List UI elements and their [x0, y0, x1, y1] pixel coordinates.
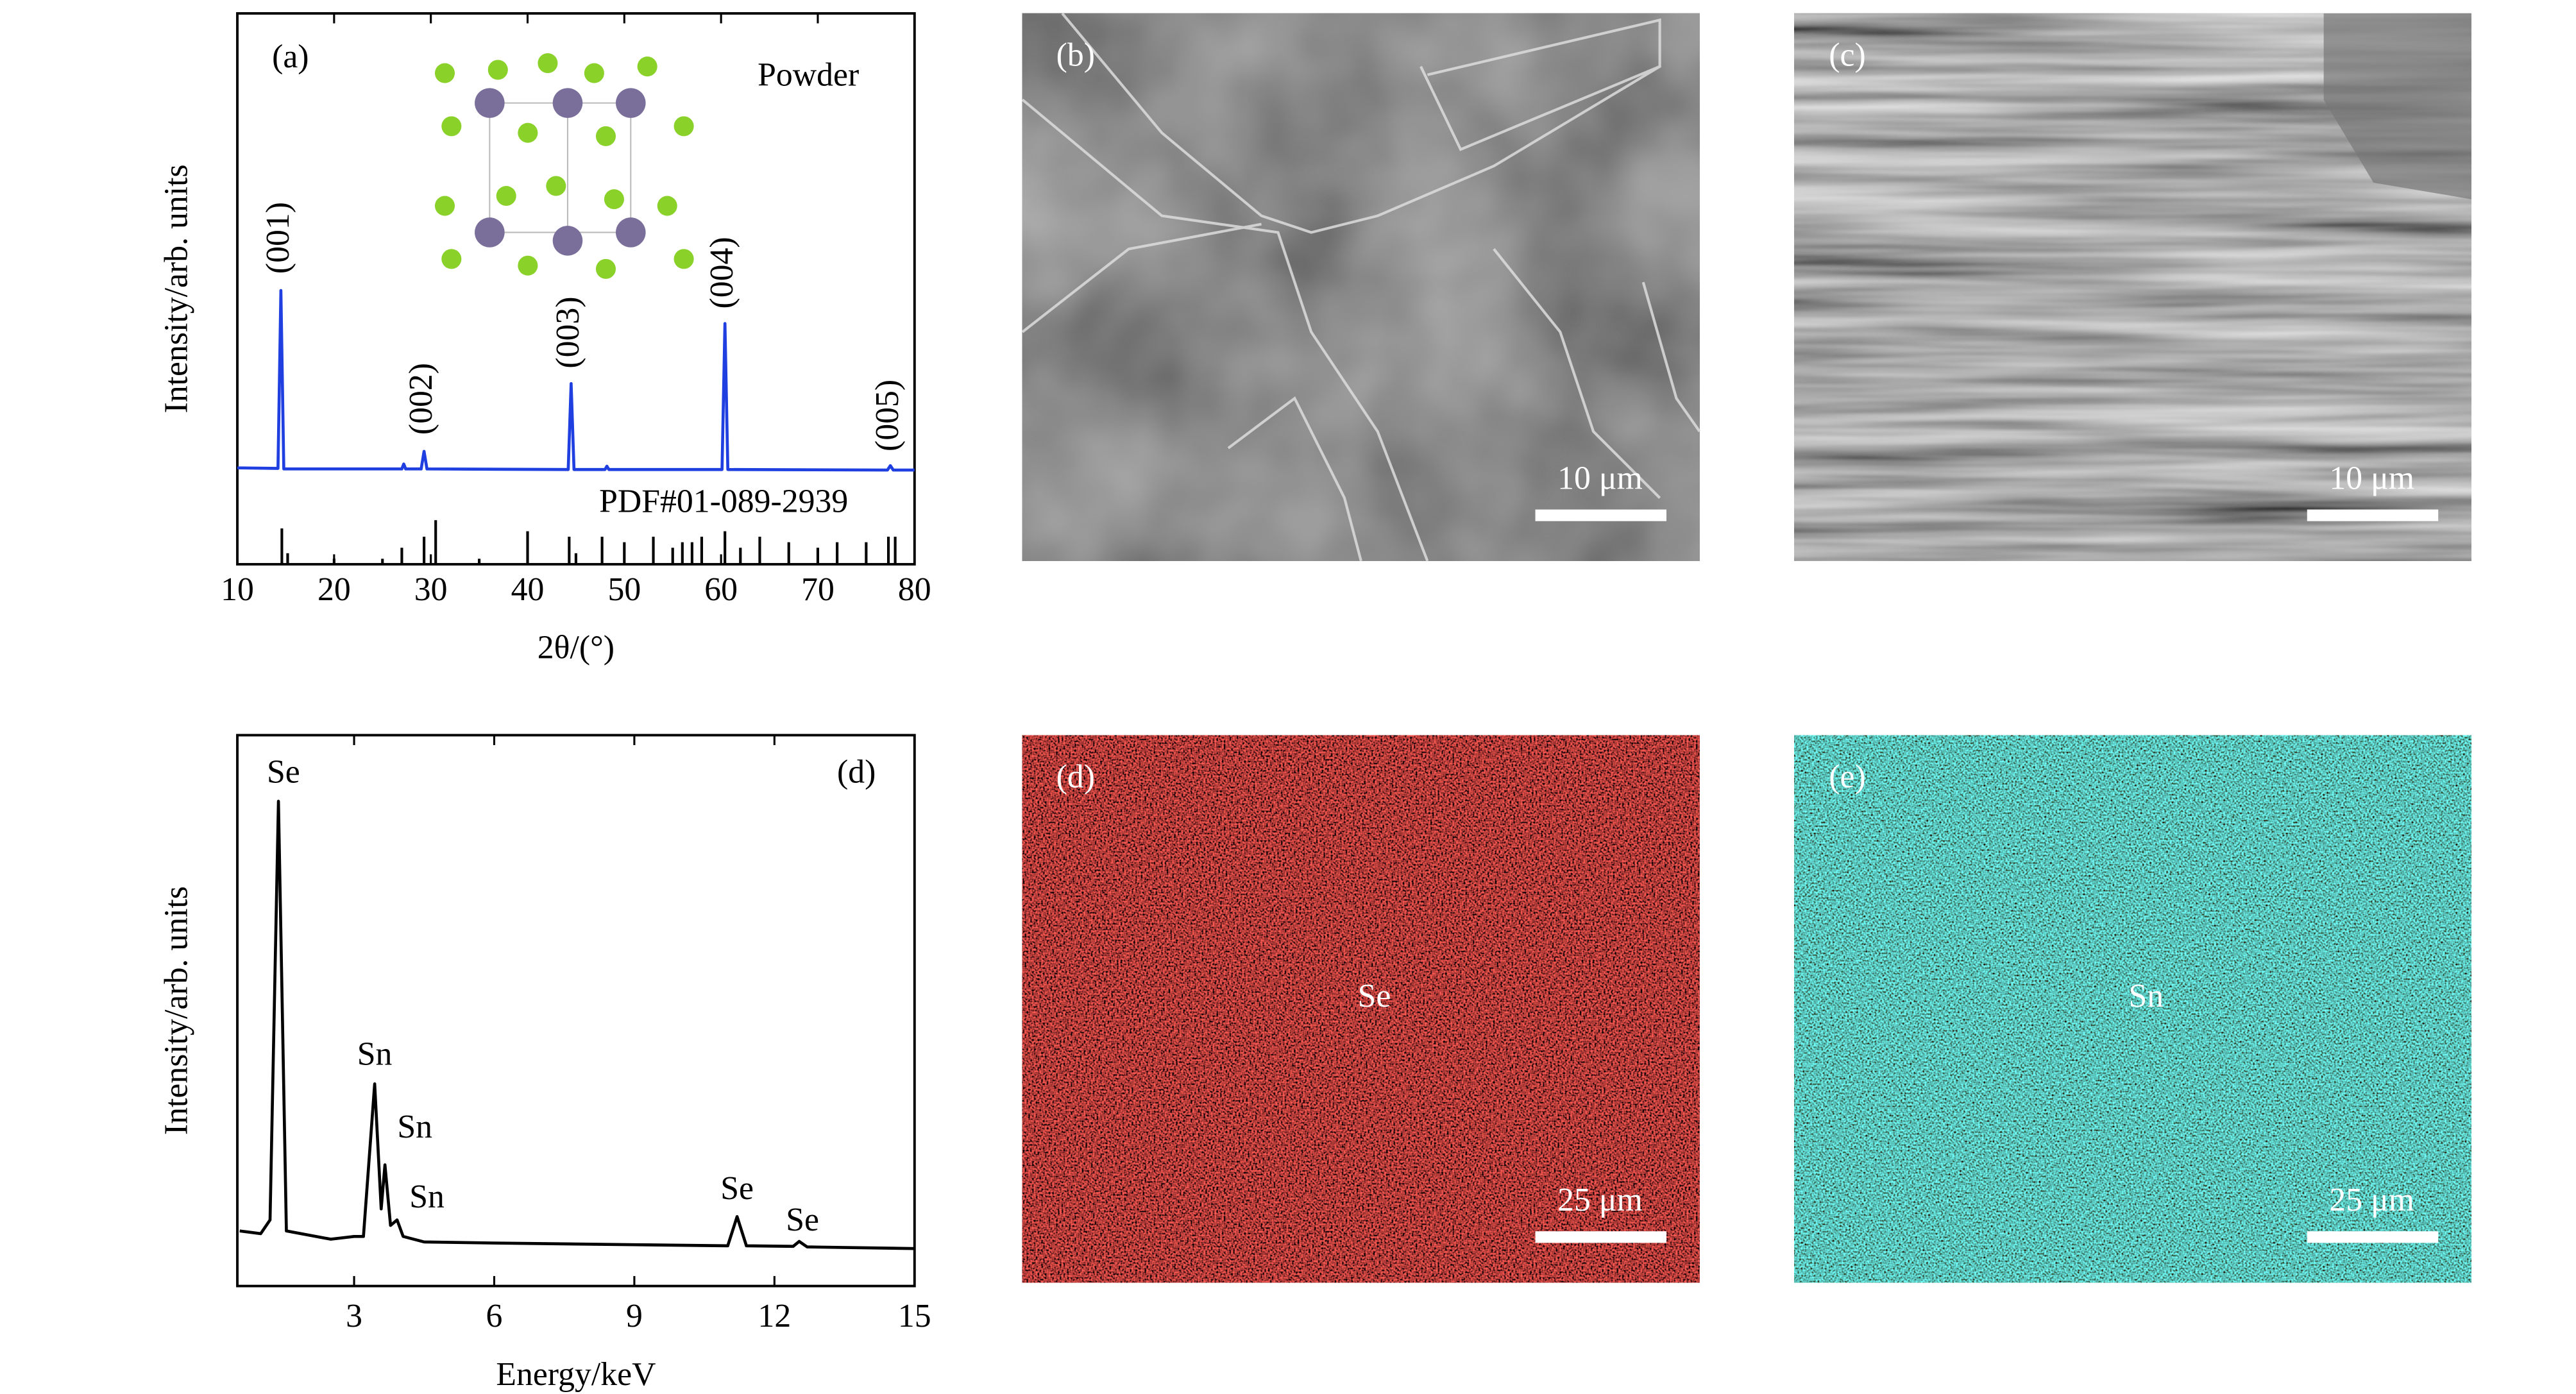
scale-bar-label: 25 μm — [2329, 1182, 2414, 1218]
image-panel-label: (c) — [1829, 37, 1865, 74]
x-tick-label: 3 — [346, 1298, 362, 1334]
image-panel-label: (d) — [1056, 759, 1095, 795]
scale-bar — [1535, 1231, 1666, 1243]
scale-bar — [2307, 509, 2439, 521]
eds-map-d — [1022, 735, 1700, 1283]
x-tick-label: 10 — [221, 571, 254, 608]
y-axis-label: Intensity/arb. units — [158, 164, 194, 413]
image-panel-label: (b) — [1056, 37, 1095, 74]
panel-label: (a) — [272, 38, 309, 75]
x-tick-label: 40 — [511, 571, 545, 608]
plot-frame — [236, 734, 916, 1288]
data-line — [237, 289, 915, 472]
x-axis-label: 2θ/(°) — [538, 629, 614, 666]
image-panel-label: (e) — [1829, 759, 1865, 795]
crystal-inset — [434, 53, 694, 279]
scale-bar-label: 10 μm — [1557, 460, 1643, 496]
scale-bar-label: 25 μm — [1557, 1182, 1643, 1218]
sem-image-c — [1794, 13, 2471, 561]
peak-label: Se — [720, 1170, 754, 1207]
y-axis-label: Intensity/arb. units — [158, 886, 194, 1135]
x-tick-label: 70 — [801, 571, 835, 608]
x-tick-label: 12 — [758, 1298, 791, 1334]
peak-label: Se — [267, 753, 300, 790]
element-label: Sn — [2128, 978, 2164, 1014]
x-tick-label: 9 — [626, 1298, 643, 1334]
peak-label: Sn — [397, 1109, 432, 1145]
peak-label: (004) — [704, 237, 740, 308]
eds-map-e — [1794, 735, 2471, 1283]
sem-image-b — [1021, 12, 1701, 562]
x-tick-label: 60 — [704, 571, 738, 608]
peak-label: Sn — [357, 1036, 393, 1072]
panel-label: (d) — [837, 753, 876, 790]
scale-bar-label: 10 μm — [2329, 460, 2414, 496]
element-label: Se — [1358, 978, 1391, 1014]
x-tick-label: 20 — [318, 571, 351, 608]
sample-label: Powder — [758, 57, 859, 94]
scale-bar — [1535, 509, 1666, 521]
x-tick-label: 15 — [898, 1298, 931, 1334]
peak-label: Se — [786, 1202, 819, 1238]
peak-label: (003) — [550, 297, 586, 369]
x-axis-label: Energy/keV — [496, 1356, 656, 1393]
x-tick-label: 6 — [486, 1298, 503, 1334]
x-tick-label: 80 — [898, 571, 931, 608]
peak-label: (001) — [260, 202, 296, 274]
peak-label: (005) — [869, 380, 906, 451]
x-tick-label: 50 — [607, 571, 641, 608]
x-tick-label: 30 — [414, 571, 448, 608]
data-line — [239, 800, 915, 1250]
scale-bar — [2307, 1231, 2439, 1243]
peak-label: Sn — [409, 1179, 445, 1215]
reference-label: PDF#01-089-2939 — [599, 483, 848, 520]
peak-label: (002) — [403, 363, 439, 435]
